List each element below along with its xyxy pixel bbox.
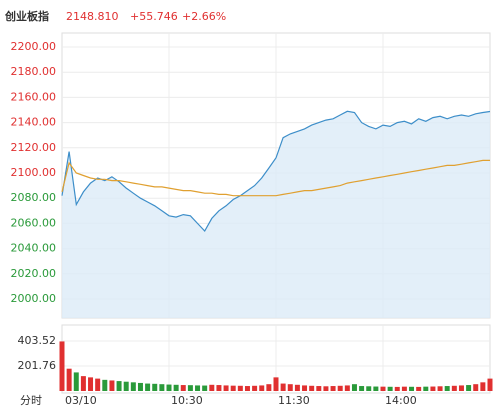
- volume-bar: [230, 385, 236, 391]
- y-tick-label: 2180.00: [11, 65, 57, 78]
- volume-bar: [195, 385, 201, 391]
- volume-bar: [109, 380, 115, 391]
- volume-bar: [145, 383, 151, 391]
- volume-bar: [152, 383, 158, 391]
- volume-bar: [137, 382, 143, 391]
- volume-bar: [259, 385, 265, 391]
- index-pct: +2.66%: [182, 10, 226, 23]
- volume-bar: [466, 385, 472, 391]
- volume-bar: [473, 384, 479, 391]
- volume-bar: [73, 372, 79, 391]
- volume-bar: [373, 386, 379, 391]
- volume-bar: [88, 377, 94, 391]
- volume-bar: [280, 383, 286, 391]
- volume-bar: [444, 386, 450, 391]
- volume-bar: [95, 378, 101, 391]
- volume-bar: [430, 386, 436, 391]
- volume-bar: [351, 384, 357, 391]
- y-tick-label: 201.76: [18, 359, 57, 372]
- volume-bar: [480, 382, 486, 391]
- x-tick-label: 11:30: [278, 394, 310, 407]
- average-line: [61, 159, 490, 197]
- price-area: [62, 111, 490, 318]
- volume-bar: [102, 379, 108, 391]
- volume-bar: [66, 368, 72, 391]
- volume-bar: [423, 386, 429, 391]
- volume-bar: [409, 386, 415, 391]
- volume-bar: [316, 386, 322, 391]
- y-tick-label: 2100.00: [11, 166, 57, 179]
- y-tick-label: 2020.00: [11, 267, 57, 280]
- volume-bar: [380, 386, 386, 391]
- volume-bar: [451, 385, 457, 391]
- y-tick-label: 2080.00: [11, 191, 57, 204]
- volume-bar: [387, 386, 393, 391]
- y-tick-label: 2140.00: [11, 116, 57, 129]
- volume-bar: [237, 385, 243, 391]
- volume-bar: [309, 385, 315, 391]
- x-tick-label: 14:00: [385, 394, 417, 407]
- volume-bar: [416, 386, 422, 391]
- volume-bar: [223, 385, 229, 391]
- volume-bar: [302, 385, 308, 391]
- x-tick-label: 10:30: [171, 394, 203, 407]
- volume-bar: [216, 385, 222, 391]
- volume-bar: [202, 385, 208, 391]
- volume-bar: [337, 385, 343, 391]
- volume-bar: [159, 384, 165, 391]
- volume-bar: [273, 377, 279, 391]
- y-tick-label: 403.52: [18, 334, 57, 347]
- volume-bar: [437, 386, 443, 391]
- volume-bar: [266, 384, 272, 391]
- y-tick-label: 2120.00: [11, 141, 57, 154]
- volume-bar: [116, 381, 122, 391]
- y-tick-label: 2160.00: [11, 90, 57, 103]
- volume-bar: [80, 376, 86, 391]
- volume-bar: [180, 385, 186, 391]
- volume-bar: [130, 382, 136, 391]
- volume-bar: [330, 386, 336, 391]
- volume-bar: [166, 384, 172, 391]
- volume-bar: [173, 384, 179, 391]
- volume-bar: [323, 386, 329, 391]
- volume-bar: [252, 385, 258, 391]
- y-tick-label: 2060.00: [11, 216, 57, 229]
- volume-bar: [187, 385, 193, 391]
- volume-bar: [59, 341, 65, 391]
- y-tick-label: 2040.00: [11, 242, 57, 255]
- volume-bar: [366, 386, 372, 391]
- volume-bar: [244, 386, 250, 391]
- volume-bar: [123, 381, 129, 391]
- index-price: 2148.810: [66, 10, 119, 23]
- volume-bar: [487, 378, 493, 391]
- volume-bar: [359, 386, 365, 391]
- volume-bar: [287, 384, 293, 391]
- price-line: [61, 110, 491, 233]
- volume-bar: [209, 384, 215, 391]
- volume-bar: [394, 386, 400, 391]
- volume-bar: [344, 385, 350, 391]
- volume-bar: [458, 385, 464, 391]
- x-axis-label: 分时: [20, 394, 42, 407]
- volume-bar: [294, 384, 300, 391]
- index-name: 创业板指: [4, 9, 49, 23]
- y-tick-label: 2200.00: [11, 40, 57, 53]
- y-tick-label: 2000.00: [11, 292, 57, 305]
- volume-bar: [401, 386, 407, 391]
- index-change: +55.746: [130, 10, 178, 23]
- x-tick-label: 03/10: [65, 394, 97, 407]
